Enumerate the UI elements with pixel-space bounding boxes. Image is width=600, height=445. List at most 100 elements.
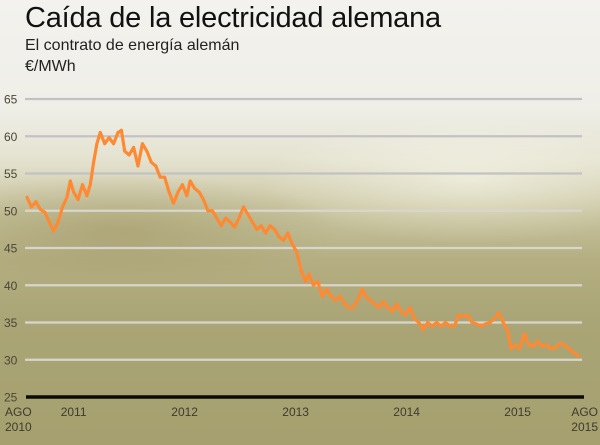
data-point xyxy=(540,344,544,348)
data-point xyxy=(56,220,60,224)
y-tick-label: 65 xyxy=(4,93,18,107)
data-point xyxy=(386,306,390,310)
data-point xyxy=(65,195,69,199)
data-point xyxy=(242,205,245,209)
data-point xyxy=(185,194,189,198)
data-point xyxy=(368,298,372,302)
data-point xyxy=(307,272,311,276)
data-point xyxy=(29,205,33,209)
data-point xyxy=(390,309,394,313)
data-point xyxy=(145,149,149,153)
data-point xyxy=(81,183,84,187)
data-point xyxy=(132,145,136,149)
data-point xyxy=(506,328,510,332)
data-point xyxy=(237,216,241,220)
data-point xyxy=(527,343,531,347)
data-point xyxy=(281,239,285,242)
data-point xyxy=(72,190,76,194)
data-point xyxy=(466,313,470,317)
data-point xyxy=(277,235,281,239)
data-point xyxy=(448,324,452,328)
data-point xyxy=(127,153,131,157)
data-point xyxy=(399,309,403,313)
y-axis-unit-label: €/MWh xyxy=(25,58,76,75)
data-point xyxy=(334,298,338,302)
x-tick-label-year: 2015 xyxy=(571,420,598,434)
chart-title: Caída de la electricidad alemana xyxy=(25,2,441,34)
data-point xyxy=(439,324,443,328)
y-axis-ticks: 65 60 55 50 45 40 35 30 25 xyxy=(4,93,18,405)
data-point xyxy=(372,302,376,306)
data-point xyxy=(338,294,342,298)
data-point xyxy=(351,306,355,310)
data-point xyxy=(52,229,56,233)
y-tick-label: 60 xyxy=(4,130,18,144)
data-point xyxy=(549,347,553,351)
data-point xyxy=(61,205,64,209)
data-point xyxy=(426,321,430,324)
data-point xyxy=(197,190,201,194)
data-point xyxy=(112,142,116,146)
data-point xyxy=(215,216,219,220)
x-tick-label: 2012 xyxy=(171,405,198,419)
data-point xyxy=(567,347,571,351)
data-point xyxy=(513,343,517,347)
data-point xyxy=(268,224,272,228)
data-point xyxy=(107,136,111,140)
data-point xyxy=(470,321,474,324)
y-tick-label: 45 xyxy=(4,242,18,256)
x-tick-label: AGO xyxy=(571,405,598,419)
data-point xyxy=(259,224,263,228)
data-point xyxy=(404,313,407,317)
chart-subtitle: El contrato de energía alemán xyxy=(25,37,240,54)
data-point xyxy=(250,220,254,224)
y-tick-label: 35 xyxy=(4,316,18,330)
y-tick-label: 40 xyxy=(4,279,18,293)
data-point xyxy=(264,231,268,235)
data-point xyxy=(421,328,425,332)
data-point xyxy=(210,209,214,213)
data-point xyxy=(206,209,210,213)
data-point xyxy=(577,354,581,358)
data-point xyxy=(320,294,324,298)
data-point xyxy=(343,302,346,306)
data-point xyxy=(509,347,513,351)
data-point xyxy=(522,332,526,336)
data-point xyxy=(475,322,479,326)
data-point xyxy=(347,306,351,310)
y-tick-label: 55 xyxy=(4,167,18,181)
data-point xyxy=(444,321,447,324)
data-point xyxy=(154,164,158,168)
data-point xyxy=(488,321,492,324)
y-tick-label: 50 xyxy=(4,204,18,218)
data-point xyxy=(531,344,535,348)
data-point xyxy=(571,350,575,354)
data-point xyxy=(325,287,329,291)
data-point xyxy=(25,195,29,199)
data-point xyxy=(149,160,153,164)
data-point xyxy=(395,302,399,306)
data-point xyxy=(316,280,320,283)
data-point xyxy=(290,242,294,246)
y-tick-label: 25 xyxy=(4,391,18,405)
x-tick-label: AGO xyxy=(5,405,32,419)
x-tick-label: 2013 xyxy=(282,405,309,419)
x-tick-label: 2011 xyxy=(61,405,87,419)
data-point xyxy=(545,343,548,347)
data-point xyxy=(180,183,184,187)
data-point xyxy=(116,131,120,134)
data-point xyxy=(43,210,47,214)
data-point xyxy=(246,213,250,216)
data-point xyxy=(329,294,333,298)
data-point xyxy=(193,186,197,190)
data-point xyxy=(38,207,42,211)
data-point xyxy=(228,220,232,224)
data-point xyxy=(34,200,38,204)
data-point xyxy=(412,317,416,321)
data-point xyxy=(286,231,290,235)
data-point xyxy=(295,250,299,254)
data-point xyxy=(76,198,80,202)
data-point xyxy=(68,179,72,183)
data-point xyxy=(136,164,140,168)
